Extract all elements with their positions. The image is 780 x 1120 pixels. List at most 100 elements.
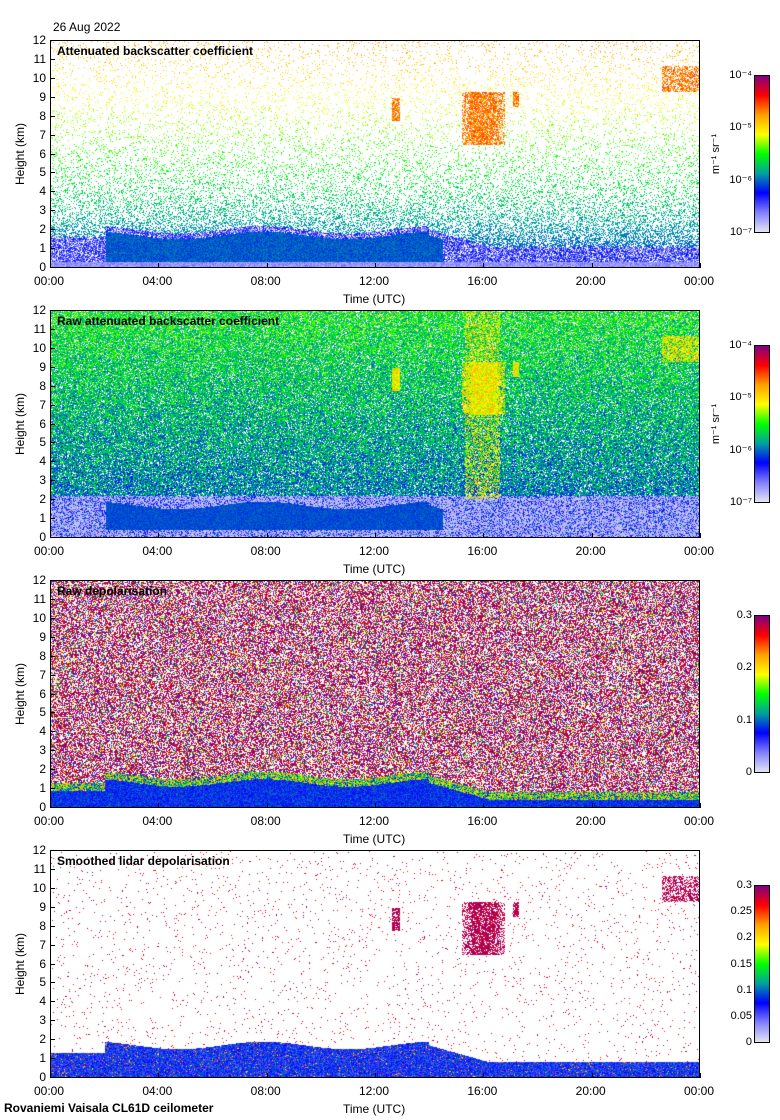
x-tick-label: 00:00 [34, 274, 65, 288]
y-tick-mark [50, 248, 55, 250]
y-tick-mark [50, 115, 55, 117]
y-tick-mark [50, 963, 55, 965]
y-tick-mark [50, 442, 55, 444]
colorbar-tick-label: 0.1 [736, 983, 752, 996]
x-tick-mark [158, 533, 160, 538]
y-axis-label: Height (km) [13, 933, 27, 996]
y-tick-label: 2 [39, 222, 46, 237]
y-tick-label: 0 [39, 260, 46, 274]
heatmap-plot-0: Attenuated backscatter coefficient [50, 40, 700, 268]
x-tick-label: 04:00 [142, 274, 173, 288]
y-tick-mark [50, 731, 55, 733]
x-tick-label: 04:00 [142, 1084, 173, 1098]
colorbar-tick-label: 10⁻⁵ [729, 121, 752, 134]
y-tick-label: 8 [39, 108, 46, 123]
colorbar-tick-label: 0.05 [730, 1009, 752, 1022]
colorbar-tick-label: 0.25 [730, 905, 752, 918]
x-tick-mark [483, 803, 485, 808]
y-tick-mark [50, 96, 55, 98]
y-tick-mark [50, 887, 55, 889]
footer-instrument-label: Rovaniemi Vaisala CL61D ceilometer [4, 1101, 214, 1115]
y-tick-mark [50, 1058, 55, 1060]
x-tick-mark [375, 263, 376, 268]
y-tick-label: 1 [39, 511, 46, 526]
y-tick-label: 9 [39, 89, 46, 104]
y-tick-label: 8 [39, 378, 46, 393]
colorbar [754, 345, 770, 503]
panel-title: Raw depolarisation [57, 584, 168, 598]
x-tick-mark [700, 263, 701, 268]
x-tick-label: 16:00 [467, 814, 498, 828]
x-tick-mark [591, 533, 593, 538]
y-tick-mark [50, 153, 55, 155]
y-tick-label: 10 [32, 70, 46, 85]
y-tick-label: 12 [32, 843, 46, 857]
y-tick-mark [50, 385, 55, 387]
x-tick-mark [266, 1073, 268, 1078]
y-tick-label: 3 [39, 473, 46, 488]
x-tick-mark [266, 263, 268, 268]
heatmap-plot-3: Smoothed lidar depolarisation [50, 850, 700, 1078]
heatmap-canvas [51, 581, 699, 807]
y-tick-mark [50, 906, 55, 908]
y-tick-mark [50, 328, 55, 330]
y-tick-label: 11 [33, 591, 46, 606]
y-tick-label: 9 [39, 359, 46, 374]
x-tick-mark [266, 533, 268, 538]
y-tick-mark [50, 655, 55, 657]
y-tick-label: 0 [39, 800, 46, 814]
y-tick-mark [50, 580, 55, 581]
y-tick-label: 10 [32, 610, 46, 625]
y-tick-label: 12 [32, 33, 46, 47]
x-tick-mark [375, 533, 376, 538]
x-tick-mark [50, 533, 51, 538]
colorbar-tick-label: 10⁻⁷ [729, 226, 752, 238]
y-tick-label: 10 [32, 340, 46, 355]
colorbar-tick-label: 0.15 [730, 957, 752, 970]
x-axis-label: Time (UTC) [343, 832, 406, 846]
colorbar-tick-label: 0.3 [736, 879, 752, 891]
y-tick-mark [50, 499, 55, 501]
x-tick-mark [483, 1073, 485, 1078]
y-tick-mark [50, 310, 55, 311]
y-tick-label: 3 [39, 743, 46, 758]
x-tick-mark [50, 1073, 51, 1078]
x-tick-label: 12:00 [359, 1084, 390, 1098]
y-tick-label: 8 [39, 918, 46, 933]
x-tick-label: 00:00 [34, 1084, 65, 1098]
y-tick-label: 12 [32, 573, 46, 587]
x-tick-label: 04:00 [142, 814, 173, 828]
y-tick-label: 7 [39, 127, 46, 142]
y-tick-label: 2 [39, 762, 46, 777]
x-tick-label: 12:00 [359, 274, 390, 288]
y-tick-mark [50, 925, 55, 927]
x-tick-label: 20:00 [575, 1084, 606, 1098]
x-tick-mark [158, 1073, 160, 1078]
y-tick-label: 2 [39, 1032, 46, 1047]
y-tick-mark [50, 693, 55, 695]
x-tick-label: 00:00 [34, 544, 65, 558]
x-tick-label: 08:00 [250, 274, 281, 288]
y-tick-mark [50, 1077, 55, 1078]
x-tick-mark [158, 803, 160, 808]
x-tick-label: 08:00 [250, 814, 281, 828]
y-tick-mark [50, 172, 55, 174]
heatmap-plot-2: Raw depolarisation [50, 580, 700, 808]
y-tick-label: 4 [39, 454, 46, 469]
x-axis-label: Time (UTC) [343, 292, 406, 306]
colorbar [754, 75, 770, 233]
y-tick-label: 8 [39, 648, 46, 663]
x-tick-mark [700, 1073, 701, 1078]
x-tick-mark [375, 803, 376, 808]
colorbar [754, 885, 770, 1043]
y-tick-label: 7 [39, 937, 46, 952]
y-tick-mark [50, 210, 55, 212]
y-tick-label: 6 [39, 416, 46, 431]
y-tick-mark [50, 944, 55, 946]
y-tick-mark [50, 598, 55, 600]
x-tick-mark [158, 263, 160, 268]
colorbar-tick-label: 10⁻⁴ [729, 69, 752, 81]
y-tick-mark [50, 982, 55, 984]
x-tick-mark [700, 533, 701, 538]
y-tick-mark [50, 229, 55, 231]
